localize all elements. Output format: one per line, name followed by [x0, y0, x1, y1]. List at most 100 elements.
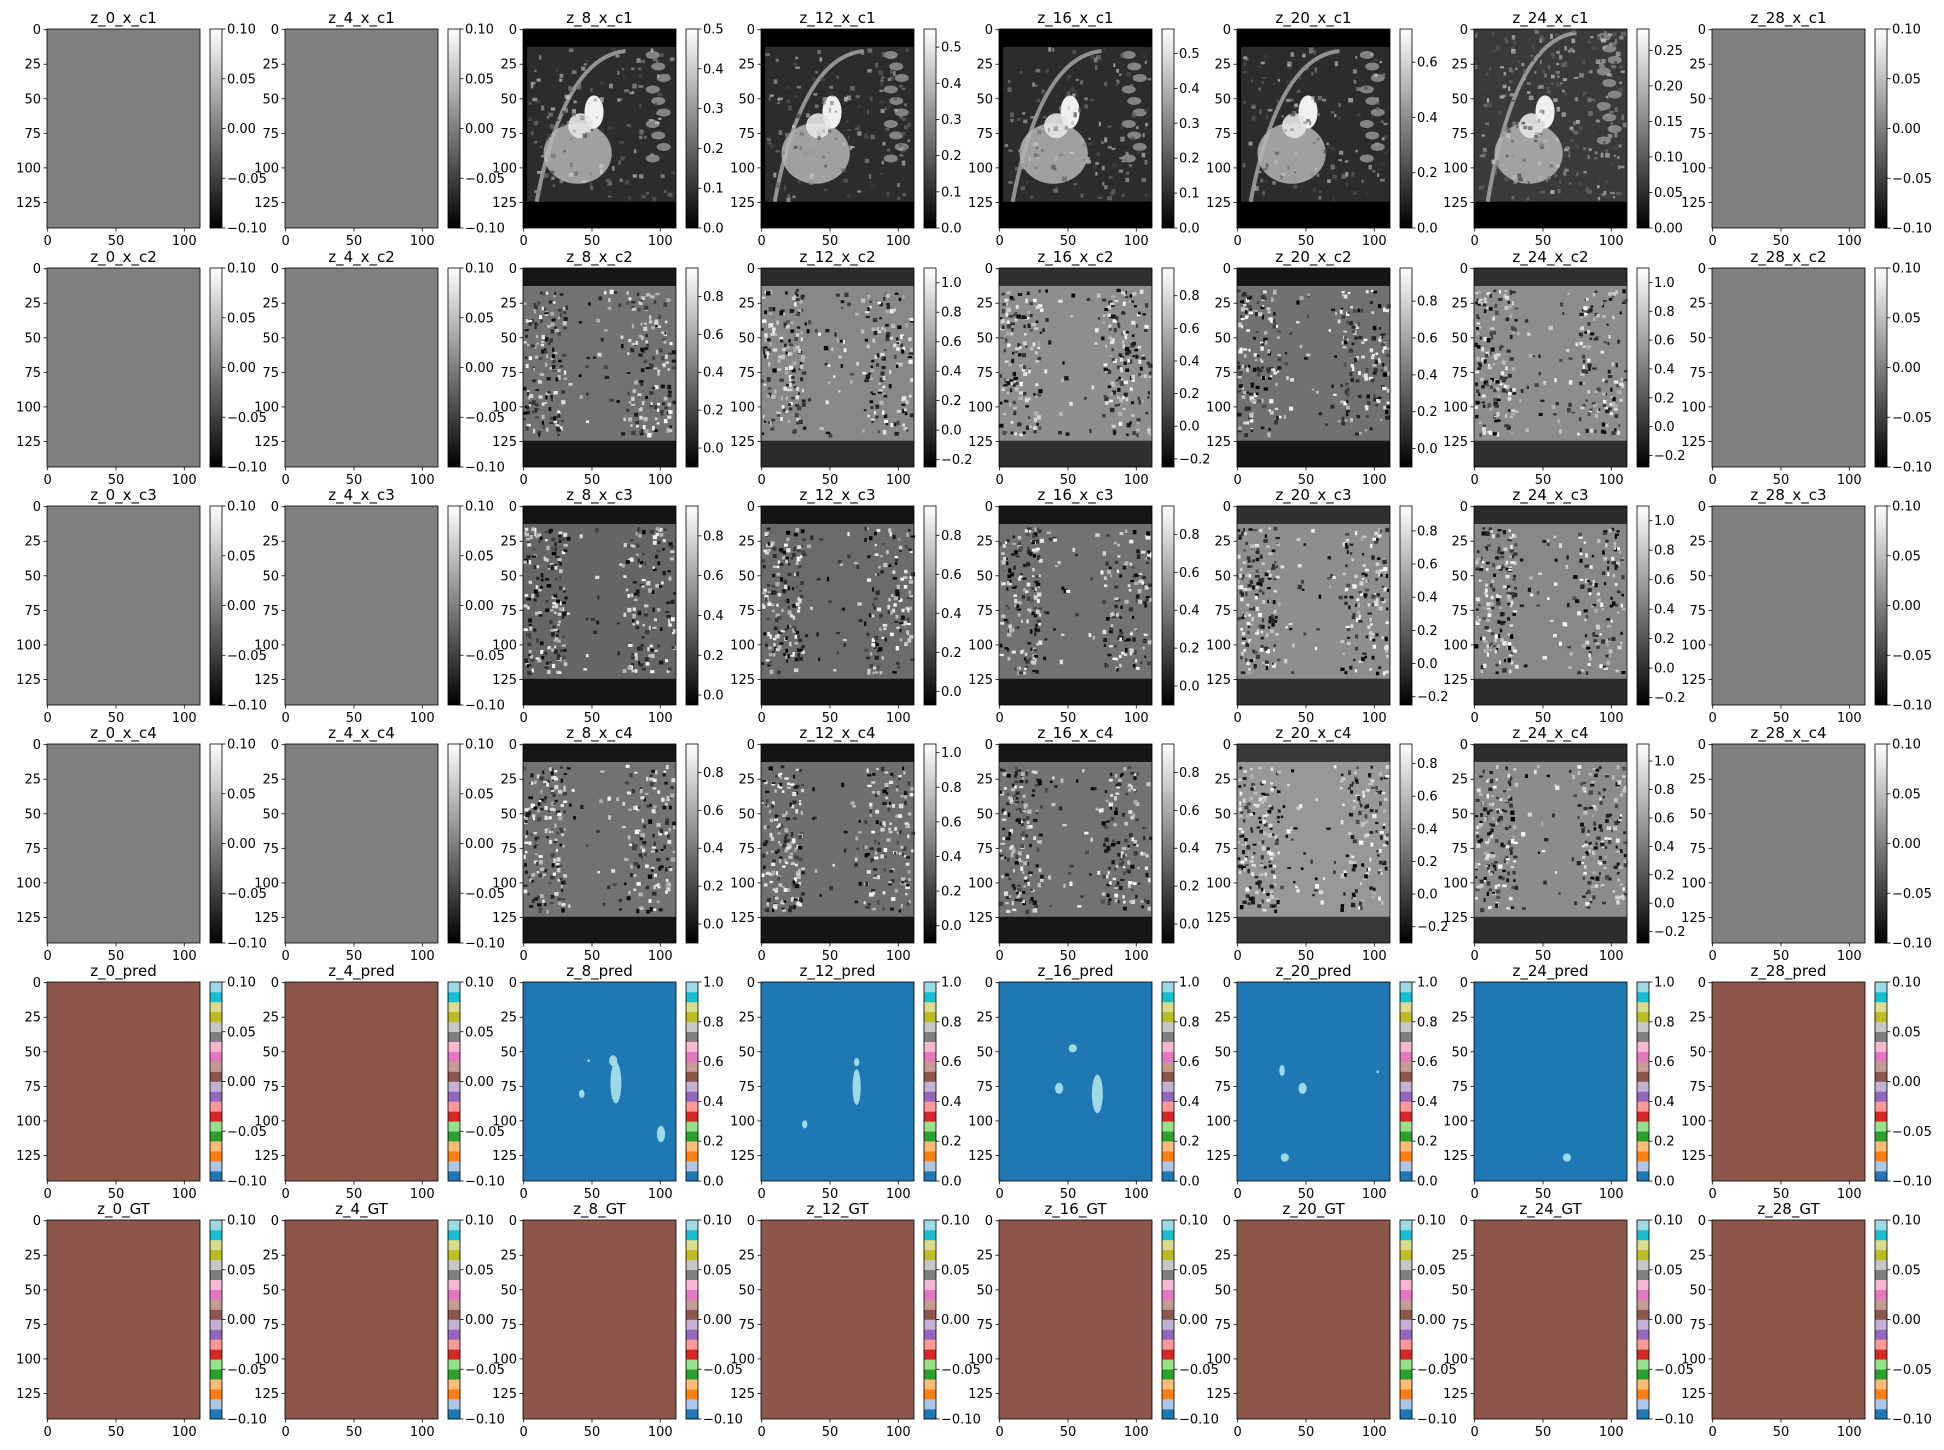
image-texture	[846, 95, 852, 101]
image-texture	[563, 662, 568, 667]
image-texture	[790, 321, 794, 325]
image-texture	[1267, 349, 1271, 354]
panel-title: z_12_x_c3	[799, 486, 875, 505]
image-texture	[1130, 401, 1135, 405]
image-texture	[1589, 337, 1593, 340]
image-texture	[1352, 191, 1357, 195]
image-texture	[534, 305, 538, 310]
image-texture	[528, 320, 533, 323]
image-texture	[1489, 648, 1492, 652]
image-texture	[1615, 669, 1619, 673]
image-texture	[786, 99, 790, 103]
image-texture	[793, 95, 798, 98]
image-texture	[581, 66, 586, 71]
image-texture	[1303, 121, 1308, 124]
image-texture	[633, 88, 636, 92]
image-texture	[1496, 594, 1500, 598]
image-texture	[822, 97, 828, 102]
panel-title: z_24_x_c1	[1512, 9, 1588, 28]
image-texture	[534, 190, 539, 193]
image-texture	[1379, 335, 1382, 339]
image-texture	[1507, 594, 1511, 599]
image-texture	[1604, 195, 1609, 198]
image-texture	[1241, 577, 1244, 581]
image-texture	[784, 371, 789, 375]
image-texture	[910, 317, 915, 322]
image-texture	[1002, 544, 1006, 548]
image-texture	[1111, 314, 1116, 319]
anatomy-vertebra	[1359, 119, 1374, 128]
image-texture	[1261, 376, 1266, 381]
image-texture	[620, 156, 626, 160]
image-texture	[1240, 315, 1243, 318]
x-tick-label: 50	[822, 234, 839, 249]
colorbar-tick-label: 0.6	[1179, 322, 1200, 337]
image-texture	[580, 115, 585, 121]
image-texture	[1384, 135, 1388, 140]
image-texture	[1035, 527, 1039, 531]
image-texture	[1495, 380, 1500, 384]
image-texture	[1119, 629, 1122, 633]
image-texture	[1272, 648, 1276, 652]
image-texture	[788, 403, 791, 406]
image-texture	[1492, 534, 1495, 539]
anatomy-vertebra	[1121, 50, 1136, 59]
image-texture	[1594, 413, 1599, 418]
image-texture	[1344, 671, 1348, 675]
image-texture	[1587, 155, 1590, 159]
image-texture	[1480, 565, 1484, 569]
image-texture	[1493, 354, 1498, 359]
image-texture	[779, 562, 784, 566]
image-texture	[1294, 171, 1297, 174]
image-texture	[825, 400, 829, 405]
image-uniform	[1712, 29, 1865, 228]
image-texture	[879, 627, 882, 632]
x-tick-label: 100	[1599, 473, 1624, 488]
image-texture	[819, 57, 823, 62]
image-texture	[890, 323, 896, 329]
image-texture	[1383, 405, 1387, 410]
image-texture	[1075, 78, 1079, 81]
image-texture	[1611, 561, 1617, 565]
image-texture	[1476, 557, 1481, 561]
image-texture	[1111, 358, 1115, 363]
image-texture	[1620, 165, 1625, 169]
image-texture	[1122, 395, 1125, 400]
image-texture	[1559, 179, 1562, 185]
image-texture	[776, 320, 779, 325]
image-texture	[1136, 313, 1141, 317]
image-texture	[1385, 347, 1390, 350]
image-texture	[1277, 357, 1282, 362]
image-texture	[834, 332, 837, 337]
image-texture	[1248, 613, 1251, 617]
image-texture	[527, 664, 532, 667]
image-texture	[1534, 139, 1538, 143]
image-texture	[543, 556, 546, 561]
image-texture	[866, 109, 869, 115]
image-texture	[1346, 320, 1349, 325]
image-texture	[561, 601, 567, 605]
image-texture	[801, 357, 805, 362]
image-texture	[1258, 87, 1261, 91]
image-texture	[528, 580, 533, 584]
image-texture	[895, 592, 900, 597]
panel-title: z_28_x_c1	[1750, 9, 1826, 28]
image-texture	[1273, 577, 1278, 581]
image-texture	[1023, 588, 1026, 592]
x-tick-label: 0	[1234, 473, 1242, 488]
image-texture	[1511, 139, 1514, 143]
image-texture	[1025, 298, 1028, 304]
image-texture	[1592, 632, 1596, 637]
axes-frame	[998, 505, 1153, 706]
colorbar-tick-label: −0.05	[465, 649, 505, 664]
colorbar-tick-label: 0.05	[1892, 72, 1921, 87]
image-texture	[1341, 340, 1345, 345]
image-texture	[793, 295, 798, 298]
image-texture	[843, 178, 848, 183]
image-texture	[1004, 541, 1008, 544]
image-texture	[1383, 671, 1386, 676]
image-texture	[547, 133, 552, 138]
image-texture	[1133, 305, 1137, 308]
